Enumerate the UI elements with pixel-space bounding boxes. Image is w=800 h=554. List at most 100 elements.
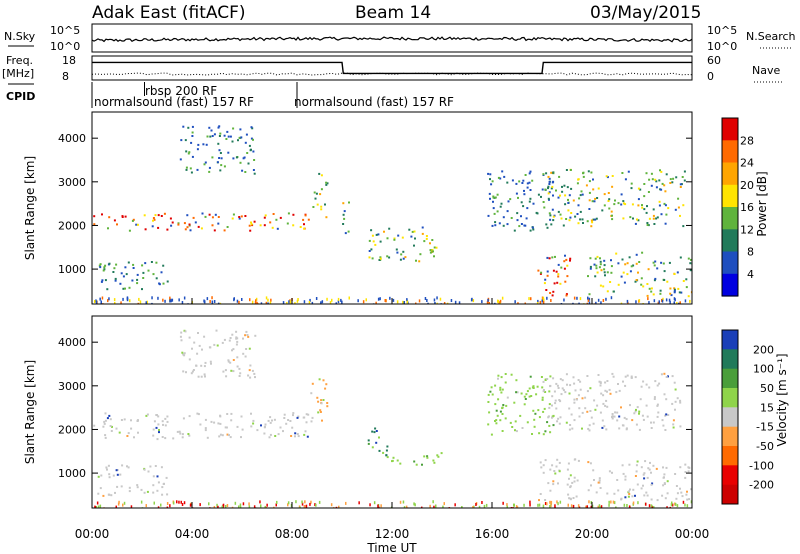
range-cell — [611, 214, 613, 217]
range-cell — [627, 170, 630, 173]
range-cell — [319, 411, 322, 413]
range-cell — [253, 159, 256, 161]
range-cell — [162, 423, 164, 426]
range-cell — [662, 297, 664, 301]
range-cell — [247, 335, 250, 338]
range-cell — [208, 346, 211, 349]
range-cell — [599, 411, 602, 414]
y-tick-label: 2000 — [58, 219, 86, 232]
range-cell — [673, 381, 676, 384]
range-cell — [189, 167, 192, 170]
range-cell — [624, 263, 627, 266]
range-cell — [610, 265, 613, 268]
range-cell — [548, 257, 551, 260]
range-cell — [250, 412, 252, 415]
range-cell — [655, 180, 658, 183]
range-cell — [621, 424, 624, 427]
range-cell — [501, 413, 504, 415]
range-cell — [632, 501, 635, 505]
range-cell — [226, 504, 229, 507]
range-cell — [510, 217, 513, 219]
range-cell — [138, 297, 140, 301]
range-cell — [528, 387, 531, 390]
range-cell — [231, 349, 233, 352]
range-cell — [621, 464, 624, 467]
range-cell — [545, 223, 548, 226]
range-cell — [307, 218, 310, 221]
range-cell — [518, 180, 521, 183]
range-cell — [648, 178, 651, 181]
range-cell — [596, 255, 599, 258]
range-cell — [546, 296, 548, 300]
range-cell — [232, 348, 235, 351]
range-cell — [548, 403, 551, 406]
range-cell — [197, 413, 200, 416]
range-cell — [669, 300, 671, 304]
range-cell — [238, 367, 241, 370]
range-cell — [505, 404, 508, 407]
range-cell — [218, 135, 221, 137]
range-cell — [241, 428, 244, 431]
range-cell — [579, 297, 582, 301]
range-cell — [385, 454, 388, 457]
range-cell — [638, 261, 641, 263]
range-cell — [318, 378, 321, 381]
range-cell — [556, 420, 559, 423]
range-cell — [500, 376, 503, 379]
range-cell — [177, 223, 180, 226]
range-cell — [564, 194, 567, 197]
range-cell — [399, 462, 402, 465]
range-cell — [488, 411, 491, 414]
range-cell — [162, 282, 165, 285]
range-cell — [135, 223, 138, 226]
range-cell — [679, 214, 681, 217]
range-cell — [591, 504, 594, 508]
range-cell — [362, 300, 365, 304]
range-cell — [648, 504, 651, 508]
range-cell — [160, 466, 163, 469]
range-cell — [646, 415, 649, 418]
range-cell — [673, 273, 676, 275]
range-cell — [259, 224, 262, 227]
range-cell — [566, 383, 568, 386]
range-cell — [569, 498, 572, 501]
range-cell — [297, 435, 300, 438]
range-cell — [176, 430, 179, 433]
range-cell — [537, 409, 540, 412]
beam-title: Beam 14 — [355, 3, 431, 23]
range-cell — [568, 497, 571, 500]
range-cell — [620, 193, 623, 196]
range-cell — [554, 402, 557, 405]
range-cell — [321, 300, 324, 304]
range-cell — [490, 386, 493, 389]
range-cell — [656, 267, 659, 270]
range-cell — [600, 392, 603, 395]
range-cell — [197, 143, 200, 146]
range-cell — [371, 234, 374, 237]
range-cell — [143, 491, 146, 494]
colorbar-swatch — [722, 251, 738, 275]
range-cell — [184, 139, 187, 142]
range-cell — [638, 412, 640, 415]
range-cell — [594, 275, 597, 278]
range-cell — [286, 302, 288, 304]
range-cell — [567, 202, 570, 204]
range-cell — [130, 419, 132, 422]
range-cell — [152, 428, 155, 431]
range-cell — [543, 206, 546, 209]
range-cell — [240, 436, 242, 439]
range-cell — [306, 435, 309, 438]
range-cell — [528, 172, 531, 175]
range-cell — [548, 191, 551, 194]
range-cell — [500, 391, 503, 394]
range-cell — [651, 178, 654, 181]
range-cell — [414, 503, 416, 507]
range-cell — [244, 355, 247, 358]
range-cell — [223, 229, 226, 232]
range-cell — [145, 301, 147, 304]
range-cell — [675, 176, 678, 179]
range-cell — [650, 498, 653, 501]
range-cell — [329, 301, 332, 304]
range-cell — [131, 279, 134, 282]
range-cell — [181, 436, 184, 439]
